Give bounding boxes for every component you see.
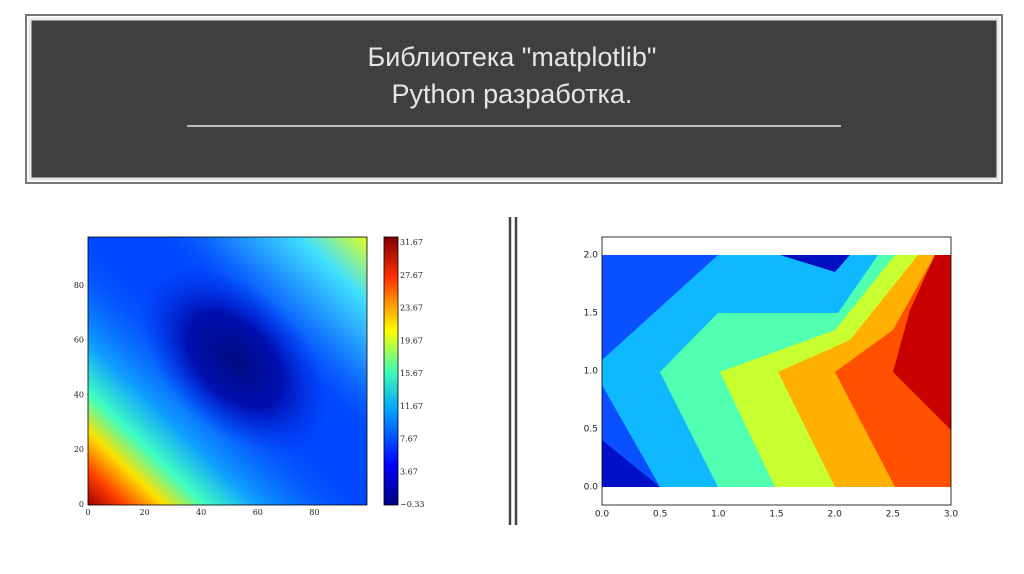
x-tick-label: 0.5 [653,510,667,520]
x-tick-label: 2.5 [886,510,900,520]
x-tick-label: 1.5 [769,510,783,520]
y-tick-label: 60 [74,336,84,345]
colorbar-tick-label: 19.67 [400,336,423,345]
y-tick-label: 1.5 [584,309,598,319]
banner [28,17,1000,181]
x-tick-label: 1.0 [711,510,726,520]
banner-frame [25,14,1003,184]
colorbar-tick-label: 15.67 [400,369,423,378]
x-tick-label: 0 [85,508,90,517]
x-tick-label: 3.0 [944,510,959,520]
x-tick-label: 40 [196,508,206,517]
y-tick-label: 40 [74,390,84,399]
colorbar-tick-label: 31.67 [400,238,423,247]
title-line: Библиотека "matplotlib" [367,42,656,72]
colorbar-tick-label: 3.67 [400,467,418,476]
x-tick-label: 2.0 [828,510,843,520]
colorbar-tick-label: 23.67 [400,304,423,313]
y-tick-label: 0.0 [584,483,599,493]
title-line: Python разработка. [392,79,633,109]
y-tick-label: 0.5 [584,425,598,435]
y-tick-label: 0 [79,500,84,509]
colorbar-tick-label: 27.67 [400,271,423,280]
x-tick-label: 60 [253,508,263,517]
colorbar-tick-label: 7.67 [400,435,418,444]
y-tick-label: 20 [74,445,84,454]
y-tick-label: 80 [74,281,84,290]
x-tick-label: 0.0 [595,510,610,520]
x-tick-label: 80 [309,508,319,517]
colorbar-tick-label: 11.67 [400,402,423,411]
y-tick-label: 2.0 [584,251,599,261]
right-contour [601,236,952,506]
y-tick-label: 1.0 [584,367,599,377]
left-contour [87,236,399,506]
colorbar-tick-label: −0.33 [400,500,425,509]
x-tick-label: 20 [140,508,150,517]
